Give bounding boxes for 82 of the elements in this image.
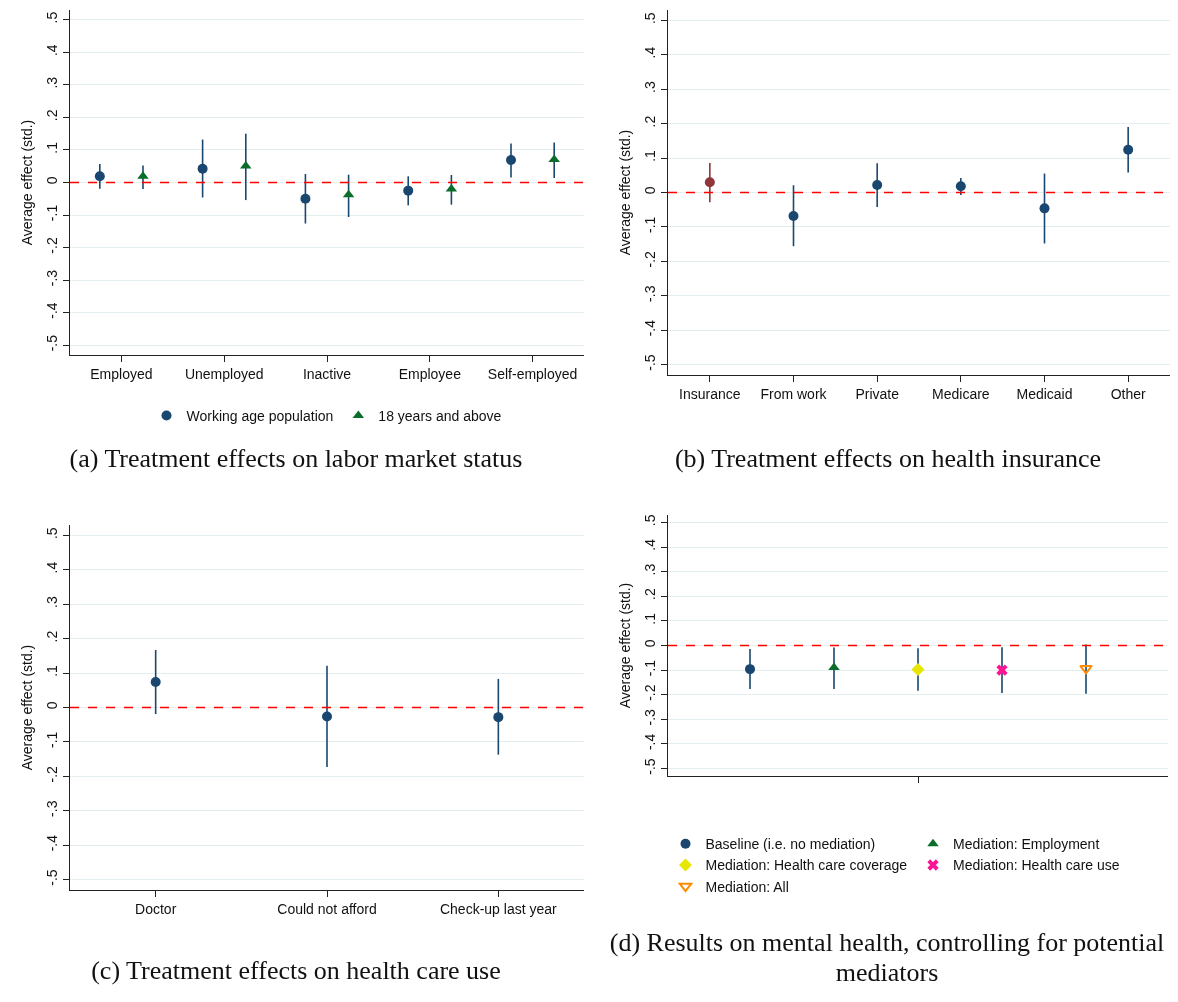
point (704, 177, 715, 188)
x-tick-label: Employed (90, 365, 153, 382)
point (493, 712, 504, 723)
point (872, 179, 883, 190)
y-tick-label: -.1 (642, 216, 659, 233)
text: (a) Treatment effects on labor market status (68, 444, 524, 474)
y-tick-label: 0 (44, 701, 61, 710)
y-tick-label: -.2 (44, 237, 61, 254)
point (788, 210, 799, 221)
y-tick-label: 0 (642, 639, 659, 648)
y-tick-label: -.3 (642, 285, 659, 302)
x-tick-label: Employee (398, 365, 462, 382)
y-tick-label: .1 (642, 612, 659, 625)
text: (d) Results on mental health, controlling for potential mediators (608, 928, 1166, 988)
y-axis-title: Average effect (std.) (617, 129, 633, 256)
legend-label: Mediation: Health care use (953, 857, 1120, 874)
y-tick-label: .4 (642, 538, 659, 551)
x-tick-label: From work (760, 385, 828, 402)
text: (b) Treatment effects on health insurance (673, 444, 1103, 474)
x-tick-label: Medicaid (1016, 385, 1073, 402)
y-tick-label: .1 (44, 141, 61, 154)
y-tick-label: 0 (642, 186, 659, 195)
legend-label: Mediation: Health care coverage (705, 857, 908, 874)
y-tick-label: .5 (44, 527, 61, 540)
y-axis-title: Average effect (std.) (19, 644, 35, 771)
y-tick-label: -.4 (44, 834, 61, 852)
legend-label: Mediation: All (705, 878, 789, 895)
legend-label: Mediation: Employment (953, 836, 1100, 853)
point (150, 677, 161, 688)
x-tick-label: Could not afford (277, 900, 377, 917)
y-tick-label: .2 (642, 588, 659, 600)
y-tick-label: -.3 (44, 269, 61, 287)
y-tick-label: .5 (44, 11, 61, 24)
y-tick-label: -.2 (642, 684, 659, 701)
point (1123, 144, 1134, 155)
y-tick-label: .2 (642, 115, 659, 128)
y-tick-label: .1 (44, 664, 61, 677)
y-tick-label: .2 (44, 109, 61, 122)
y-tick-label: .3 (642, 81, 659, 93)
y-tick-label: -.5 (44, 334, 61, 352)
point (322, 711, 332, 722)
legend-label: Baseline (i.e. no mediation) (705, 836, 876, 853)
y-tick-label: -.3 (44, 800, 61, 817)
legend-label: Working age population (186, 407, 334, 424)
x-tick-label: Other (1110, 385, 1147, 402)
y-tick-label: -.1 (44, 204, 61, 222)
y-tick-label: .3 (44, 596, 61, 608)
x-tick-label: Unemployed (184, 365, 264, 382)
y-tick-label: -.5 (642, 354, 659, 371)
x-tick-label: Medicare (932, 385, 990, 402)
y-tick-label: .2 (44, 630, 61, 643)
x-tick-label: Check-up last year (439, 900, 558, 917)
point (955, 181, 966, 192)
y-tick-label: -.1 (44, 731, 61, 748)
y-tick-label: -.2 (44, 765, 61, 783)
y-tick-label: -.4 (44, 302, 61, 319)
y-tick-label: .4 (44, 561, 61, 574)
y-tick-label: -.2 (642, 250, 659, 268)
x-tick-label: Private (855, 385, 900, 402)
y-tick-label: 0 (44, 176, 61, 185)
y-tick-label: -.3 (642, 708, 659, 726)
x-tick-label: Insurance (679, 385, 741, 402)
y-tick-label: .4 (642, 46, 659, 59)
y-tick-label: -.5 (44, 869, 61, 886)
y-axis-title: Average effect (std.) (617, 582, 633, 709)
y-tick-label: .4 (44, 44, 61, 57)
y-axis-title: Average effect (std.) (19, 119, 35, 246)
x-tick-label: Doctor (135, 900, 177, 917)
x-tick-label: Inactive (302, 365, 352, 382)
y-tick-label: -.5 (642, 758, 659, 775)
y-tick-label: .3 (44, 76, 61, 89)
y-tick-label: .1 (642, 149, 659, 162)
y-tick-label: -.4 (642, 733, 659, 751)
y-tick-label: -.4 (642, 319, 659, 337)
text: (c) Treatment effects on health care use (90, 956, 502, 986)
y-tick-label: .3 (642, 563, 659, 576)
legend-label: 18 years and above (378, 407, 502, 424)
x-tick-label: Self-employed (487, 365, 578, 382)
y-tick-label: -.1 (642, 659, 659, 677)
y-tick-label: .5 (642, 514, 659, 527)
point (1039, 203, 1050, 214)
y-tick-label: .5 (642, 12, 659, 25)
